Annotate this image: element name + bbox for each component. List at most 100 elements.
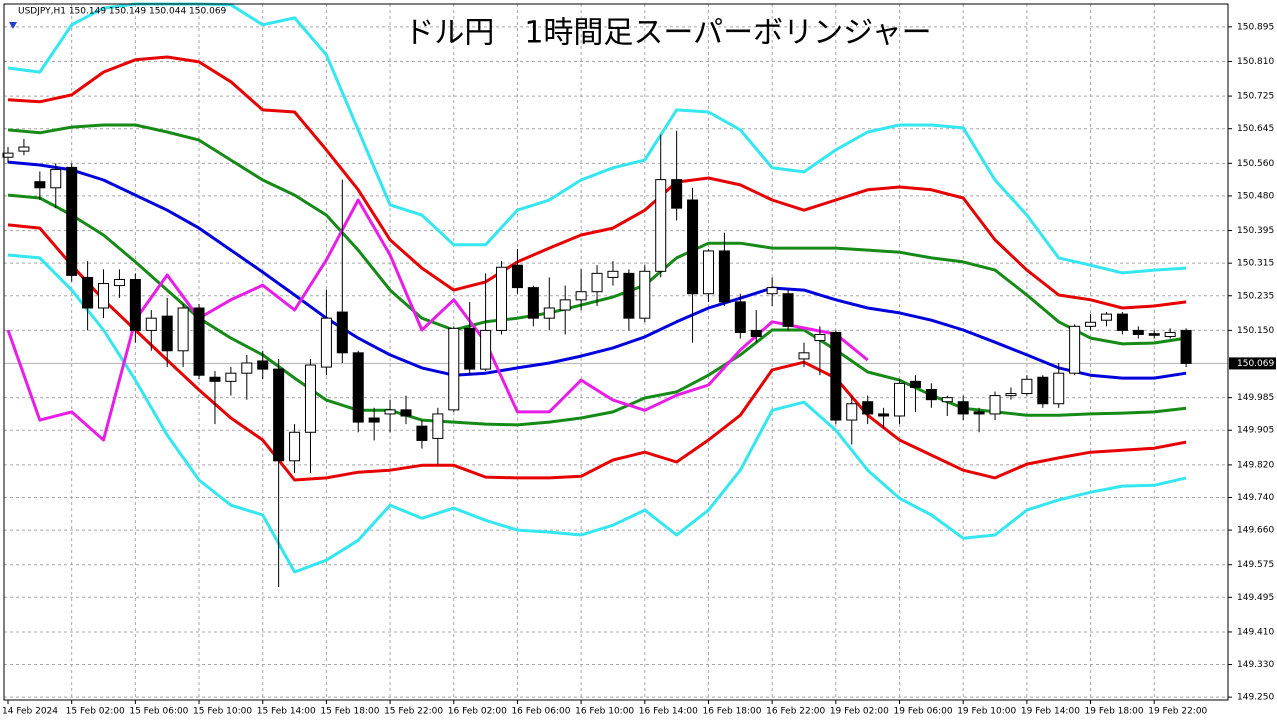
- symbol-info: USDJPY,H1 150.149 150.149 150.044 150.06…: [18, 7, 227, 17]
- last-price-box: [1229, 357, 1276, 370]
- x-tick-label: 15 Feb 14:00: [257, 707, 316, 717]
- candle-body: [34, 181, 46, 189]
- axes: 150.895 150.810 150.725 150.645 150.560 150.4…: [2, 22, 1276, 717]
- candle-body: [1005, 393, 1017, 397]
- candle-body: [702, 250, 714, 295]
- x-tick-label: 16 Feb 18:00: [702, 707, 761, 717]
- y-tick-label: 150.150: [1237, 326, 1274, 336]
- x-tick-label: 16 Feb 22:00: [766, 707, 825, 717]
- y-tick-label: 149.250: [1237, 693, 1274, 703]
- candle-body: [113, 278, 125, 287]
- candle-body: [639, 270, 651, 319]
- candle-body: [177, 307, 189, 352]
- candle-body: [289, 431, 301, 462]
- candle-body: [241, 362, 253, 374]
- candle-body: [273, 368, 285, 462]
- candle-body: [1116, 313, 1128, 331]
- candle-body: [225, 372, 237, 382]
- candle-body: [193, 307, 205, 376]
- candle-body: [320, 317, 332, 368]
- candle-body: [543, 307, 555, 319]
- band-line: [7, 160, 1187, 380]
- x-tick-label: 16 Feb 06:00: [511, 707, 570, 717]
- candle-body: [527, 287, 539, 319]
- band-line: [7, 253, 1187, 574]
- candle-body: [98, 283, 110, 309]
- y-tick-label: 149.985: [1237, 393, 1274, 403]
- candle-body: [400, 409, 412, 417]
- candle-body: [1148, 333, 1160, 336]
- y-tick-label: 150.560: [1237, 159, 1274, 169]
- x-tick-label: 14 Feb 2024: [2, 707, 58, 717]
- candle-body: [368, 417, 380, 423]
- x-tick-label: 16 Feb 02:00: [448, 707, 507, 717]
- x-tick-label: 19 Feb 10:00: [957, 707, 1016, 717]
- candle-body: [304, 364, 316, 433]
- x-tick-label: 15 Feb 10:00: [193, 707, 252, 717]
- x-tick-label: 15 Feb 06:00: [129, 707, 188, 717]
- candle-body: [129, 278, 141, 331]
- x-tick-label: 16 Feb 10:00: [575, 707, 634, 717]
- candle-body: [607, 270, 619, 278]
- candle-body: [336, 311, 348, 354]
- candle-body: [798, 352, 810, 360]
- candle-body: [50, 168, 62, 189]
- candle-body: [766, 287, 778, 295]
- x-tick-label: 16 Feb 14:00: [639, 707, 698, 717]
- y-tick-label: 150.810: [1237, 57, 1274, 67]
- candle-body: [862, 401, 874, 415]
- x-tick-label: 19 Feb 14:00: [1021, 707, 1080, 717]
- candle-body: [511, 264, 523, 289]
- candle-body: [1053, 372, 1065, 405]
- x-tick-label: 19 Feb 06:00: [894, 707, 953, 717]
- plot-frame: [3, 3, 1229, 701]
- candle-body: [687, 199, 699, 295]
- candle-body: [718, 250, 730, 303]
- candle-body: [830, 331, 842, 421]
- x-tick-label: 19 Feb 18:00: [1085, 707, 1144, 717]
- band-line: [6, 198, 869, 442]
- y-tick-label: 150.895: [1237, 22, 1274, 32]
- x-tick-label: 15 Feb 22:00: [384, 707, 443, 717]
- candle-body: [432, 413, 444, 439]
- candle-body: [464, 327, 476, 370]
- candle-body: [496, 266, 508, 331]
- candle-body: [82, 276, 94, 309]
- candle-body: [941, 397, 953, 403]
- y-tick-label: 150.480: [1237, 191, 1274, 201]
- band-line: [7, 55, 1187, 310]
- candle-body: [623, 272, 635, 319]
- y-tick-label: 149.575: [1237, 560, 1274, 570]
- y-tick-label: 150.645: [1237, 124, 1274, 134]
- y-tick-label: 149.740: [1237, 493, 1274, 503]
- candle-body: [750, 329, 762, 338]
- candle-body: [909, 380, 921, 388]
- y-tick-label: 149.410: [1237, 627, 1274, 637]
- chart-title: ドル円 1時間足スーパーボリンジャー: [404, 16, 931, 51]
- candle-body: [1069, 325, 1081, 374]
- candle-body: [257, 360, 269, 370]
- candle-body: [575, 291, 587, 301]
- candle-body: [416, 425, 428, 441]
- y-tick-label: 150.395: [1237, 226, 1274, 236]
- x-tick-label: 15 Feb 18:00: [320, 707, 379, 717]
- candle-body: [734, 301, 746, 333]
- candle-body: [1132, 329, 1144, 335]
- candle-body: [989, 395, 1001, 415]
- x-tick-label: 19 Feb 02:00: [830, 707, 889, 717]
- candles: [2, 130, 1192, 588]
- candle-body: [671, 179, 683, 209]
- candle-body: [957, 401, 969, 415]
- candle-body: [878, 413, 890, 417]
- candle-body: [448, 327, 460, 411]
- candle-body: [66, 166, 78, 276]
- candle-body: [973, 411, 985, 415]
- candle-body: [1180, 329, 1192, 364]
- candle-body: [384, 409, 396, 415]
- candle-body: [894, 382, 906, 417]
- candle-body: [1100, 313, 1112, 321]
- candle-body: [161, 315, 173, 352]
- y-tick-label: 150.235: [1237, 291, 1274, 301]
- candle-body: [480, 329, 492, 370]
